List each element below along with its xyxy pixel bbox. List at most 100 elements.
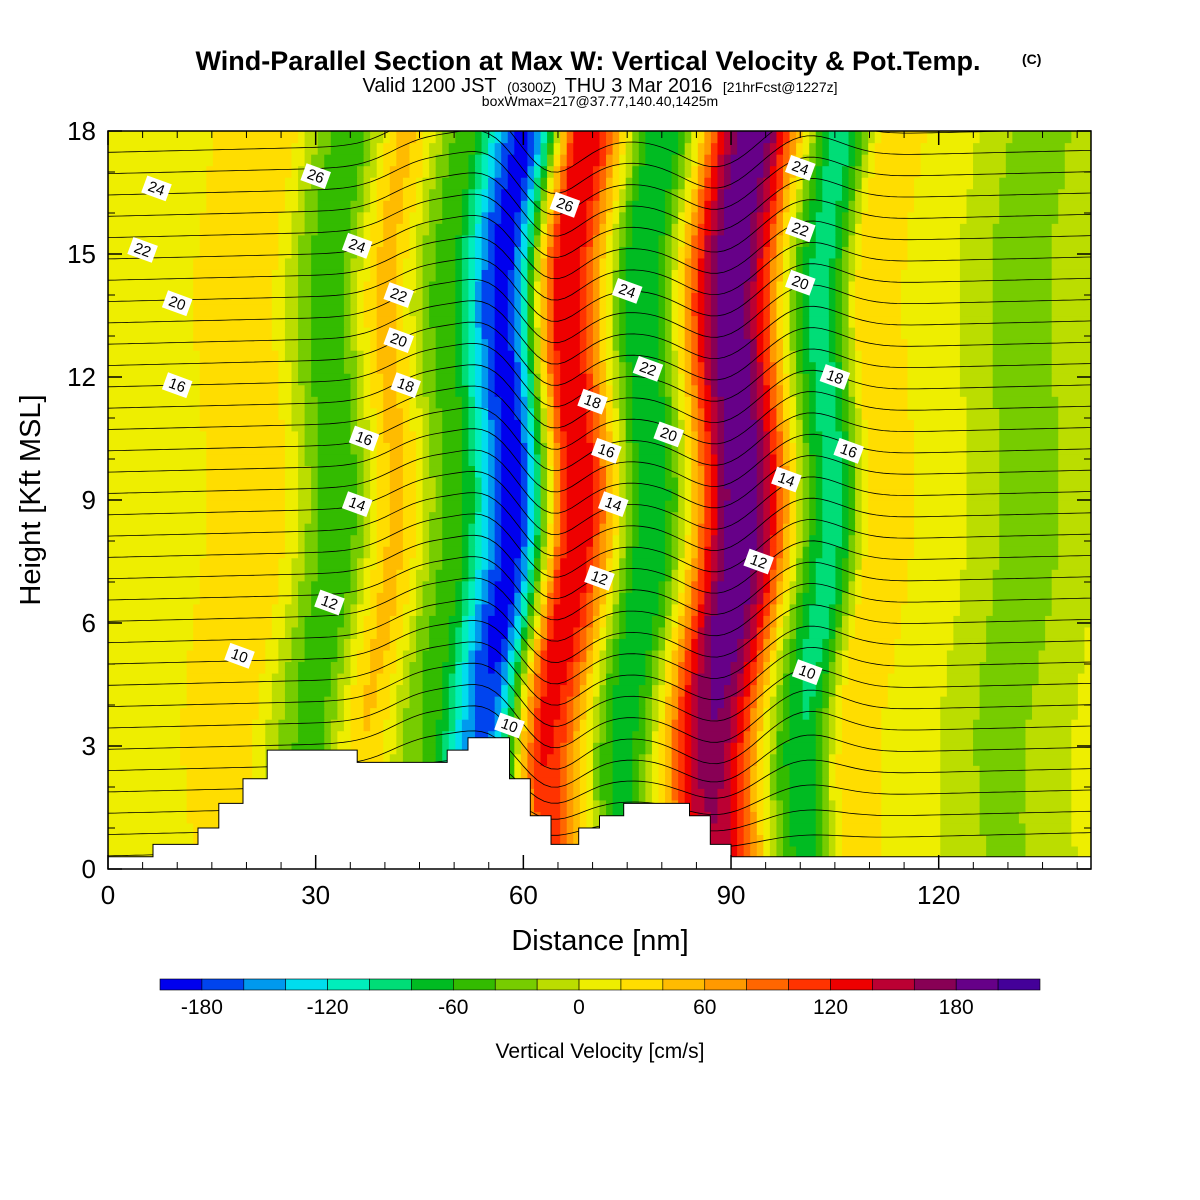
velocity-cell [782,569,791,582]
velocity-cell [769,453,778,467]
velocity-cell [992,280,1053,294]
velocity-cell [710,672,732,686]
velocity-cell [769,384,778,397]
velocity-cell [363,626,378,639]
velocity-cell [619,430,627,443]
velocity-cell [855,280,902,294]
velocity-cell [547,131,555,144]
velocity-cell [278,257,286,270]
contour-label: 14 [598,491,629,518]
velocity-cell [599,776,614,789]
velocity-cell [1058,430,1091,443]
velocity-cell [540,338,548,351]
velocity-cell [691,488,699,501]
velocity-cell [455,373,463,386]
velocity-cell [763,753,771,766]
velocity-cell [468,442,476,455]
velocity-cell [743,626,751,639]
velocity-cell [992,580,1053,593]
velocity-cell [520,626,529,639]
velocity-cell [717,373,751,386]
velocity-cell [501,557,515,570]
velocity-cell [599,511,607,524]
velocity-cell [599,788,614,801]
velocity-cell [612,476,620,490]
velocity-cell [789,246,797,259]
velocity-cell [809,257,830,270]
velocity-cell [527,315,535,328]
velocity-cell [769,315,778,328]
velocity-cell [520,269,529,282]
contour-label-bg [819,364,851,390]
velocity-cell [586,557,594,570]
velocity-cell [606,257,614,270]
velocity-cell [376,200,384,213]
velocity-cell [363,223,371,236]
velocity-cell [710,315,719,328]
velocity-cell [704,488,712,501]
velocity-cell [665,269,673,282]
velocity-cell [763,672,771,686]
velocity-cell [343,615,352,628]
velocity-cell [533,776,561,789]
velocity-cell [841,580,850,593]
velocity-cell [599,338,607,351]
velocity-cell [533,511,542,524]
velocity-cell [350,672,358,686]
velocity-cell [592,546,601,559]
velocity-cell [547,569,555,582]
velocity-cell [999,442,1059,455]
velocity-cell [750,845,758,859]
velocity-cell [474,407,483,420]
velocity-cell [691,131,699,144]
velocity-cell [363,280,378,294]
velocity-cell [776,396,784,409]
velocity-cell [743,765,751,778]
velocity-cell [330,661,345,674]
velocity-cell [665,223,673,236]
velocity-cell [488,407,502,420]
velocity-cell [848,546,856,559]
velocity-cell [828,626,837,639]
velocity-cell [1058,442,1091,455]
velocity-cell [763,488,771,501]
colorbar-swatch [285,978,328,991]
velocity-cell [520,465,529,478]
velocity-cell [606,661,614,674]
velocity-cell [658,338,666,351]
subtitle-utc-time: (0300Z) [507,79,556,95]
velocity-cell [481,188,489,201]
velocity-cell [763,269,771,282]
velocity-cell [1025,788,1072,801]
velocity-cell [697,696,712,709]
velocity-cell [665,476,679,490]
velocity-cell [717,580,751,593]
velocity-cell [317,211,352,224]
velocity-cell [199,580,279,593]
velocity-cell [422,303,430,317]
velocity-cell [999,211,1059,224]
velocity-cell [527,580,535,593]
velocity-cell [684,488,692,501]
velocity-cell [520,696,529,709]
velocity-cell [763,188,771,201]
velocity-cell [533,523,542,536]
velocity-cell [1077,707,1091,720]
velocity-cell [455,603,463,616]
velocity-cell [533,638,542,651]
contour-label-text: 18 [824,367,845,389]
velocity-cell [710,154,719,167]
velocity-cell [789,511,797,524]
velocity-cell [959,350,994,363]
velocity-cell [579,603,587,616]
velocity-cell [750,661,758,674]
velocity-cell [632,753,640,766]
velocity-cell [665,257,673,270]
velocity-cell [914,511,968,524]
velocity-cell [704,430,712,443]
velocity-cell [868,534,915,547]
velocity-cell [540,442,548,455]
velocity-cell [914,188,968,201]
velocity-cell [422,373,437,386]
velocity-cell [586,603,594,616]
